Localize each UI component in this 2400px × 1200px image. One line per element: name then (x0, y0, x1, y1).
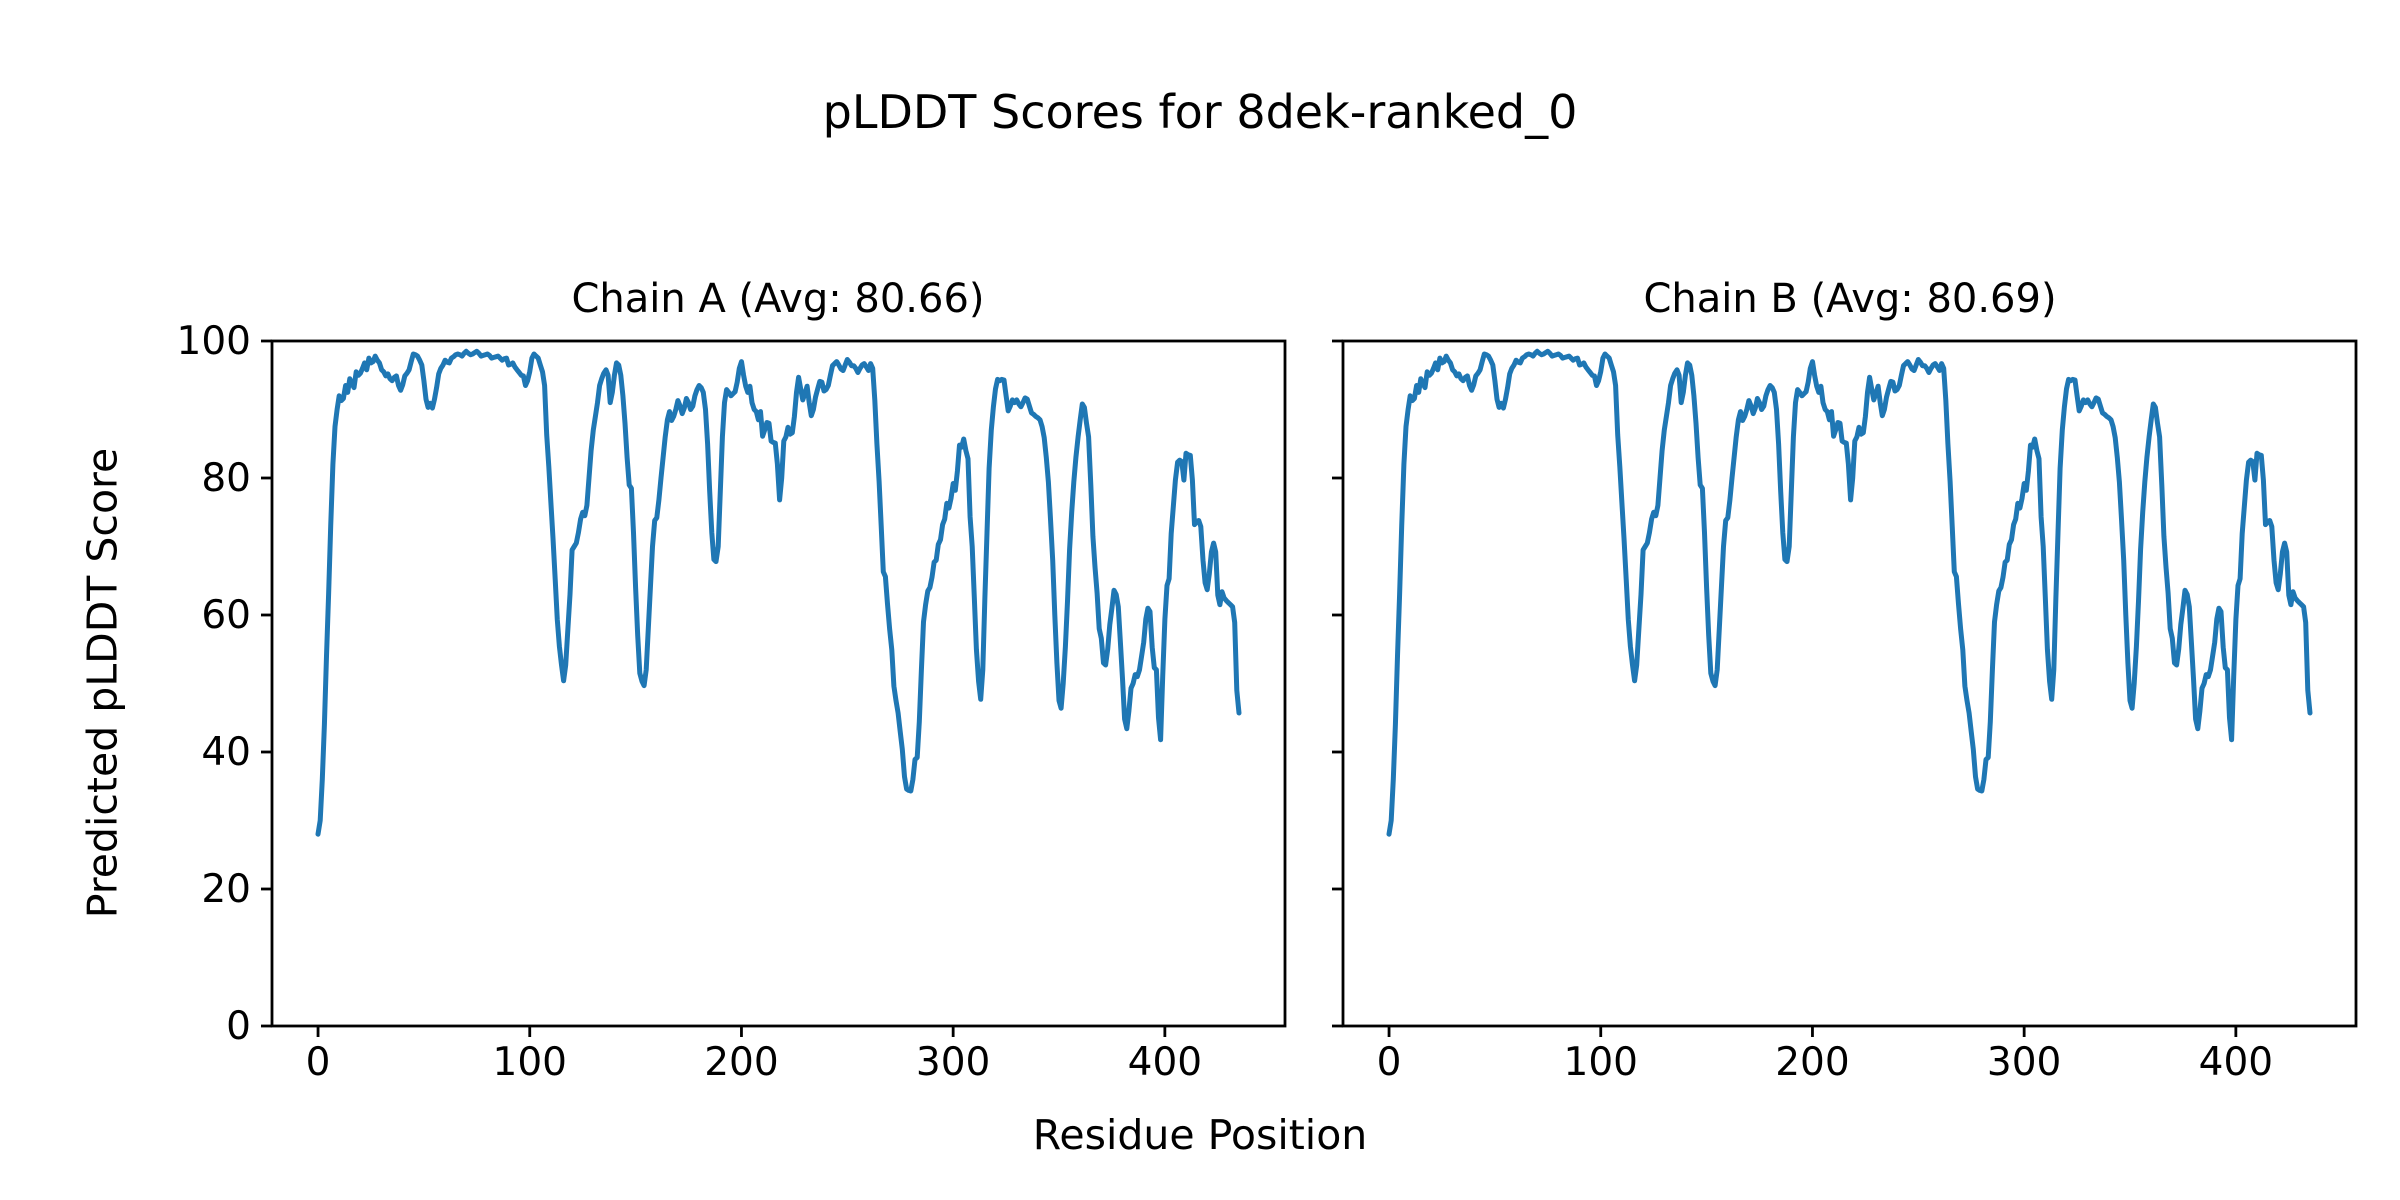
x-tick-label: 300 (1987, 1040, 2061, 1085)
x-axis-label: Residue Position (1032, 1111, 1368, 1159)
x-tick-label: 100 (1564, 1040, 1638, 1085)
plddt-line-chain-a (315, 348, 1242, 837)
x-tick-label: 100 (493, 1040, 567, 1085)
x-tick-label: 0 (1377, 1040, 1402, 1085)
panel-title-chain-a: Chain A (Avg: 80.66) (571, 276, 985, 322)
y-tick-label: 100 (177, 319, 251, 364)
plddt-line-chain-b (1386, 348, 2313, 837)
axes-spines-chain-a (270, 339, 1287, 1028)
x-tick-label: 400 (1128, 1040, 1202, 1085)
x-tick-label: 300 (916, 1040, 990, 1085)
axes-spines-chain-b (1341, 339, 2358, 1028)
y-tick-label: 0 (226, 1004, 251, 1049)
figure-title: pLDDT Scores for 8dek-ranked_0 (822, 85, 1578, 139)
y-tick-label: 40 (201, 730, 251, 775)
panel-title-chain-b: Chain B (Avg: 80.69) (1643, 276, 2057, 322)
x-tick-label: 400 (2199, 1040, 2273, 1085)
y-tick-label: 60 (201, 593, 251, 638)
x-tick-label: 0 (306, 1040, 331, 1085)
x-tick-label: 200 (1775, 1040, 1849, 1085)
y-tick-label: 80 (201, 456, 251, 501)
y-tick-label: 20 (201, 867, 251, 912)
x-tick-label: 200 (704, 1040, 778, 1085)
